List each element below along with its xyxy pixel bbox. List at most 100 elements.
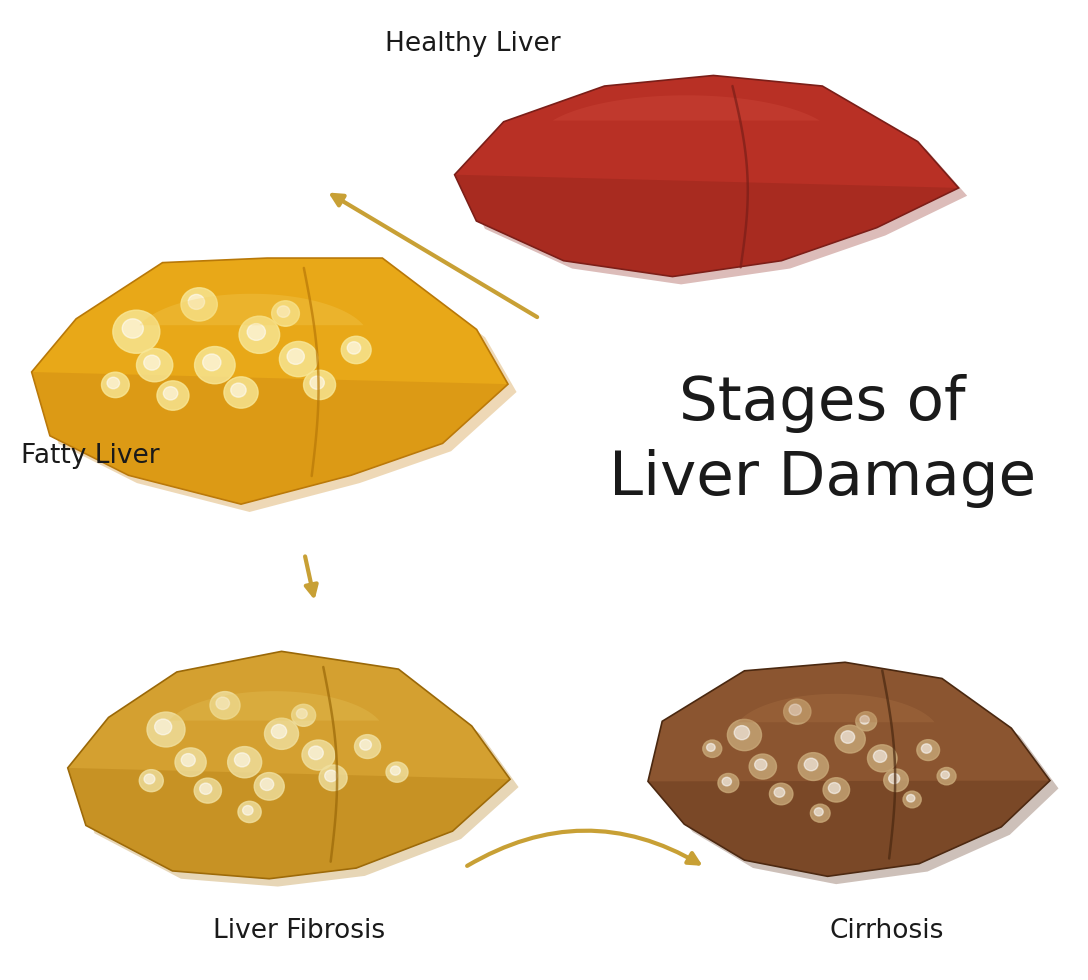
Circle shape (239, 317, 280, 354)
Circle shape (272, 301, 299, 326)
Polygon shape (463, 83, 967, 284)
Circle shape (324, 770, 337, 782)
Circle shape (706, 744, 715, 752)
Circle shape (107, 377, 120, 389)
Circle shape (310, 376, 324, 389)
Polygon shape (67, 652, 510, 879)
Circle shape (144, 355, 160, 370)
Text: Liver Fibrosis: Liver Fibrosis (213, 918, 385, 944)
Polygon shape (67, 768, 510, 879)
Circle shape (722, 777, 731, 786)
Circle shape (304, 370, 335, 400)
Circle shape (889, 773, 900, 784)
Circle shape (319, 765, 347, 791)
Polygon shape (648, 662, 1050, 876)
Circle shape (903, 791, 922, 808)
Text: Healthy Liver: Healthy Liver (385, 31, 560, 57)
Circle shape (122, 318, 144, 338)
Circle shape (804, 759, 818, 770)
Circle shape (154, 719, 172, 735)
Circle shape (136, 349, 173, 382)
Circle shape (360, 739, 371, 750)
Circle shape (941, 771, 950, 779)
Circle shape (234, 753, 250, 767)
Circle shape (292, 705, 316, 726)
Circle shape (347, 342, 361, 354)
Circle shape (703, 740, 721, 758)
Polygon shape (32, 372, 508, 504)
Polygon shape (656, 670, 1059, 884)
Circle shape (144, 774, 154, 784)
Polygon shape (455, 174, 959, 276)
Circle shape (202, 354, 221, 370)
Circle shape (814, 808, 824, 816)
Circle shape (231, 383, 246, 397)
Circle shape (280, 341, 318, 376)
Circle shape (750, 754, 777, 779)
Circle shape (210, 692, 240, 719)
Circle shape (342, 336, 371, 364)
Circle shape (139, 769, 163, 792)
Circle shape (856, 711, 877, 731)
Polygon shape (455, 75, 959, 276)
Circle shape (247, 323, 265, 340)
Circle shape (188, 294, 205, 310)
Polygon shape (76, 660, 519, 887)
Circle shape (799, 753, 829, 780)
Circle shape (199, 783, 212, 795)
Circle shape (101, 372, 129, 398)
Circle shape (271, 724, 286, 739)
Circle shape (287, 349, 305, 365)
Circle shape (860, 715, 869, 724)
Circle shape (217, 697, 230, 710)
Circle shape (834, 725, 865, 753)
Text: Stages of
Liver Damage: Stages of Liver Damage (609, 374, 1036, 508)
Circle shape (309, 746, 323, 760)
Circle shape (769, 783, 793, 805)
Polygon shape (139, 294, 363, 325)
Polygon shape (40, 266, 517, 512)
Circle shape (391, 766, 400, 775)
Circle shape (113, 310, 160, 354)
Circle shape (277, 306, 289, 318)
Circle shape (243, 806, 254, 815)
Circle shape (260, 778, 274, 791)
Circle shape (828, 783, 840, 794)
Polygon shape (32, 258, 508, 504)
Circle shape (194, 778, 222, 804)
Circle shape (755, 760, 767, 770)
Circle shape (163, 387, 177, 400)
Circle shape (157, 381, 189, 411)
Circle shape (937, 767, 956, 785)
Circle shape (238, 802, 261, 822)
Circle shape (255, 772, 284, 800)
Circle shape (789, 705, 802, 715)
Circle shape (811, 805, 830, 822)
Circle shape (874, 750, 887, 762)
Circle shape (883, 769, 908, 792)
Circle shape (823, 778, 850, 802)
Circle shape (734, 725, 750, 740)
Circle shape (264, 718, 298, 750)
Text: Fatty Liver: Fatty Liver (22, 443, 160, 468)
Circle shape (841, 731, 855, 743)
Circle shape (718, 773, 739, 793)
Circle shape (867, 745, 897, 772)
Circle shape (227, 747, 262, 778)
Polygon shape (648, 780, 1050, 876)
Circle shape (917, 740, 940, 760)
Circle shape (296, 709, 307, 718)
Text: Cirrhosis: Cirrhosis (829, 918, 944, 944)
Circle shape (182, 754, 195, 766)
Circle shape (175, 748, 207, 776)
Circle shape (783, 699, 811, 724)
Circle shape (302, 740, 335, 770)
Circle shape (147, 712, 185, 747)
Circle shape (775, 788, 784, 798)
Polygon shape (169, 691, 380, 720)
Circle shape (922, 744, 931, 754)
Circle shape (195, 347, 235, 384)
Polygon shape (738, 694, 935, 722)
Circle shape (386, 762, 408, 782)
Polygon shape (553, 95, 819, 121)
